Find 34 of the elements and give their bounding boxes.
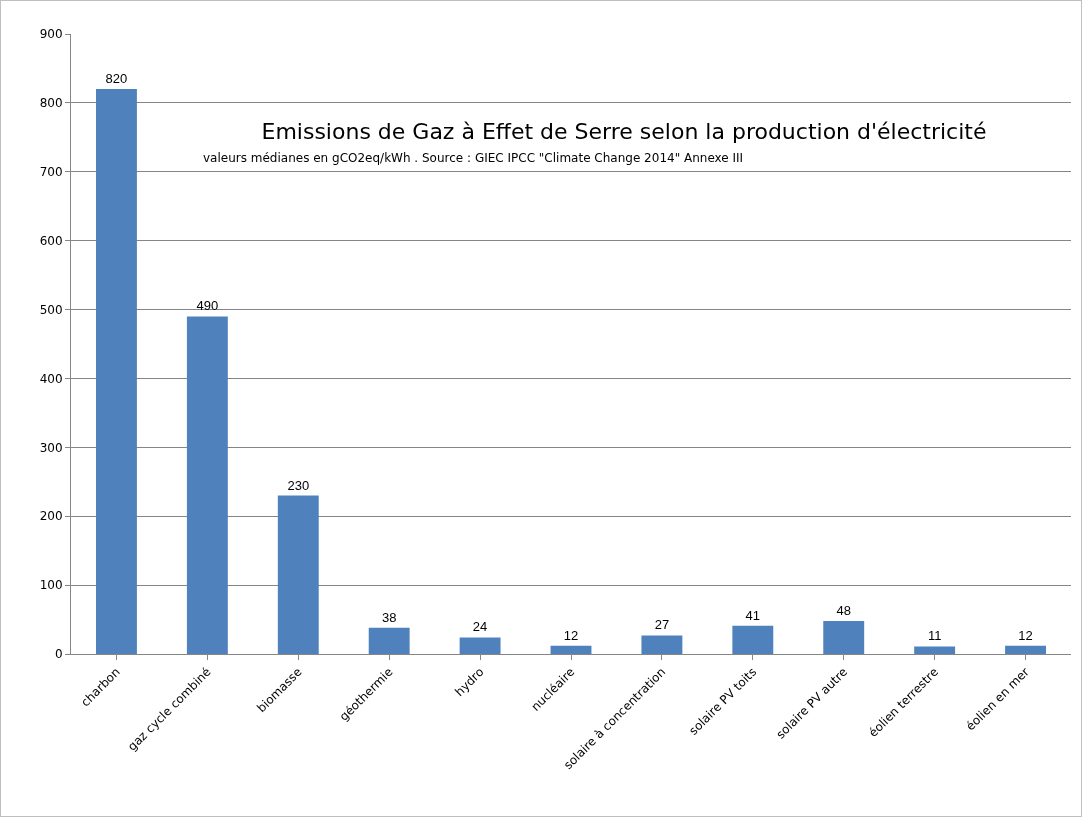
bar xyxy=(823,620,865,654)
y-tick-label: 700 xyxy=(39,164,63,179)
bar xyxy=(186,316,228,654)
data-label: 490 xyxy=(196,298,219,314)
y-tick-label: 800 xyxy=(39,96,63,111)
y-tick-label: 600 xyxy=(39,233,63,248)
bar xyxy=(732,625,774,654)
y-tick-label: 500 xyxy=(39,302,63,317)
bar xyxy=(277,495,319,654)
y-tick-label: 0 xyxy=(54,647,63,662)
bar xyxy=(641,635,683,654)
data-label: 48 xyxy=(836,602,851,618)
data-label: 27 xyxy=(654,617,670,633)
bar xyxy=(550,645,592,654)
y-tick-label: 900 xyxy=(39,27,63,42)
y-tick-label: 300 xyxy=(39,440,63,455)
data-label: 820 xyxy=(105,71,128,87)
text: Emissions de Gaz à Effet de Serre selon la production d'électricité xyxy=(261,119,987,145)
data-label: 12 xyxy=(563,627,579,643)
data-label: 12 xyxy=(1018,627,1033,643)
bar xyxy=(914,646,956,654)
bar xyxy=(459,637,501,654)
data-label: 230 xyxy=(287,477,310,493)
y-tick-label: 100 xyxy=(39,578,63,593)
data-label: 11 xyxy=(927,628,942,644)
bar xyxy=(368,627,410,654)
bar xyxy=(1005,645,1046,654)
data-label: 41 xyxy=(745,607,761,623)
data-label: 38 xyxy=(381,609,397,625)
text: valeurs médianes en gCO2eq/kWh . Source : GIEC IPCC "Climate Change 2014" Annexe III xyxy=(203,151,744,165)
bar xyxy=(96,89,137,654)
y-tick-label: 400 xyxy=(39,371,63,386)
y-tick-label: 200 xyxy=(39,509,63,524)
data-label: 24 xyxy=(472,619,488,635)
